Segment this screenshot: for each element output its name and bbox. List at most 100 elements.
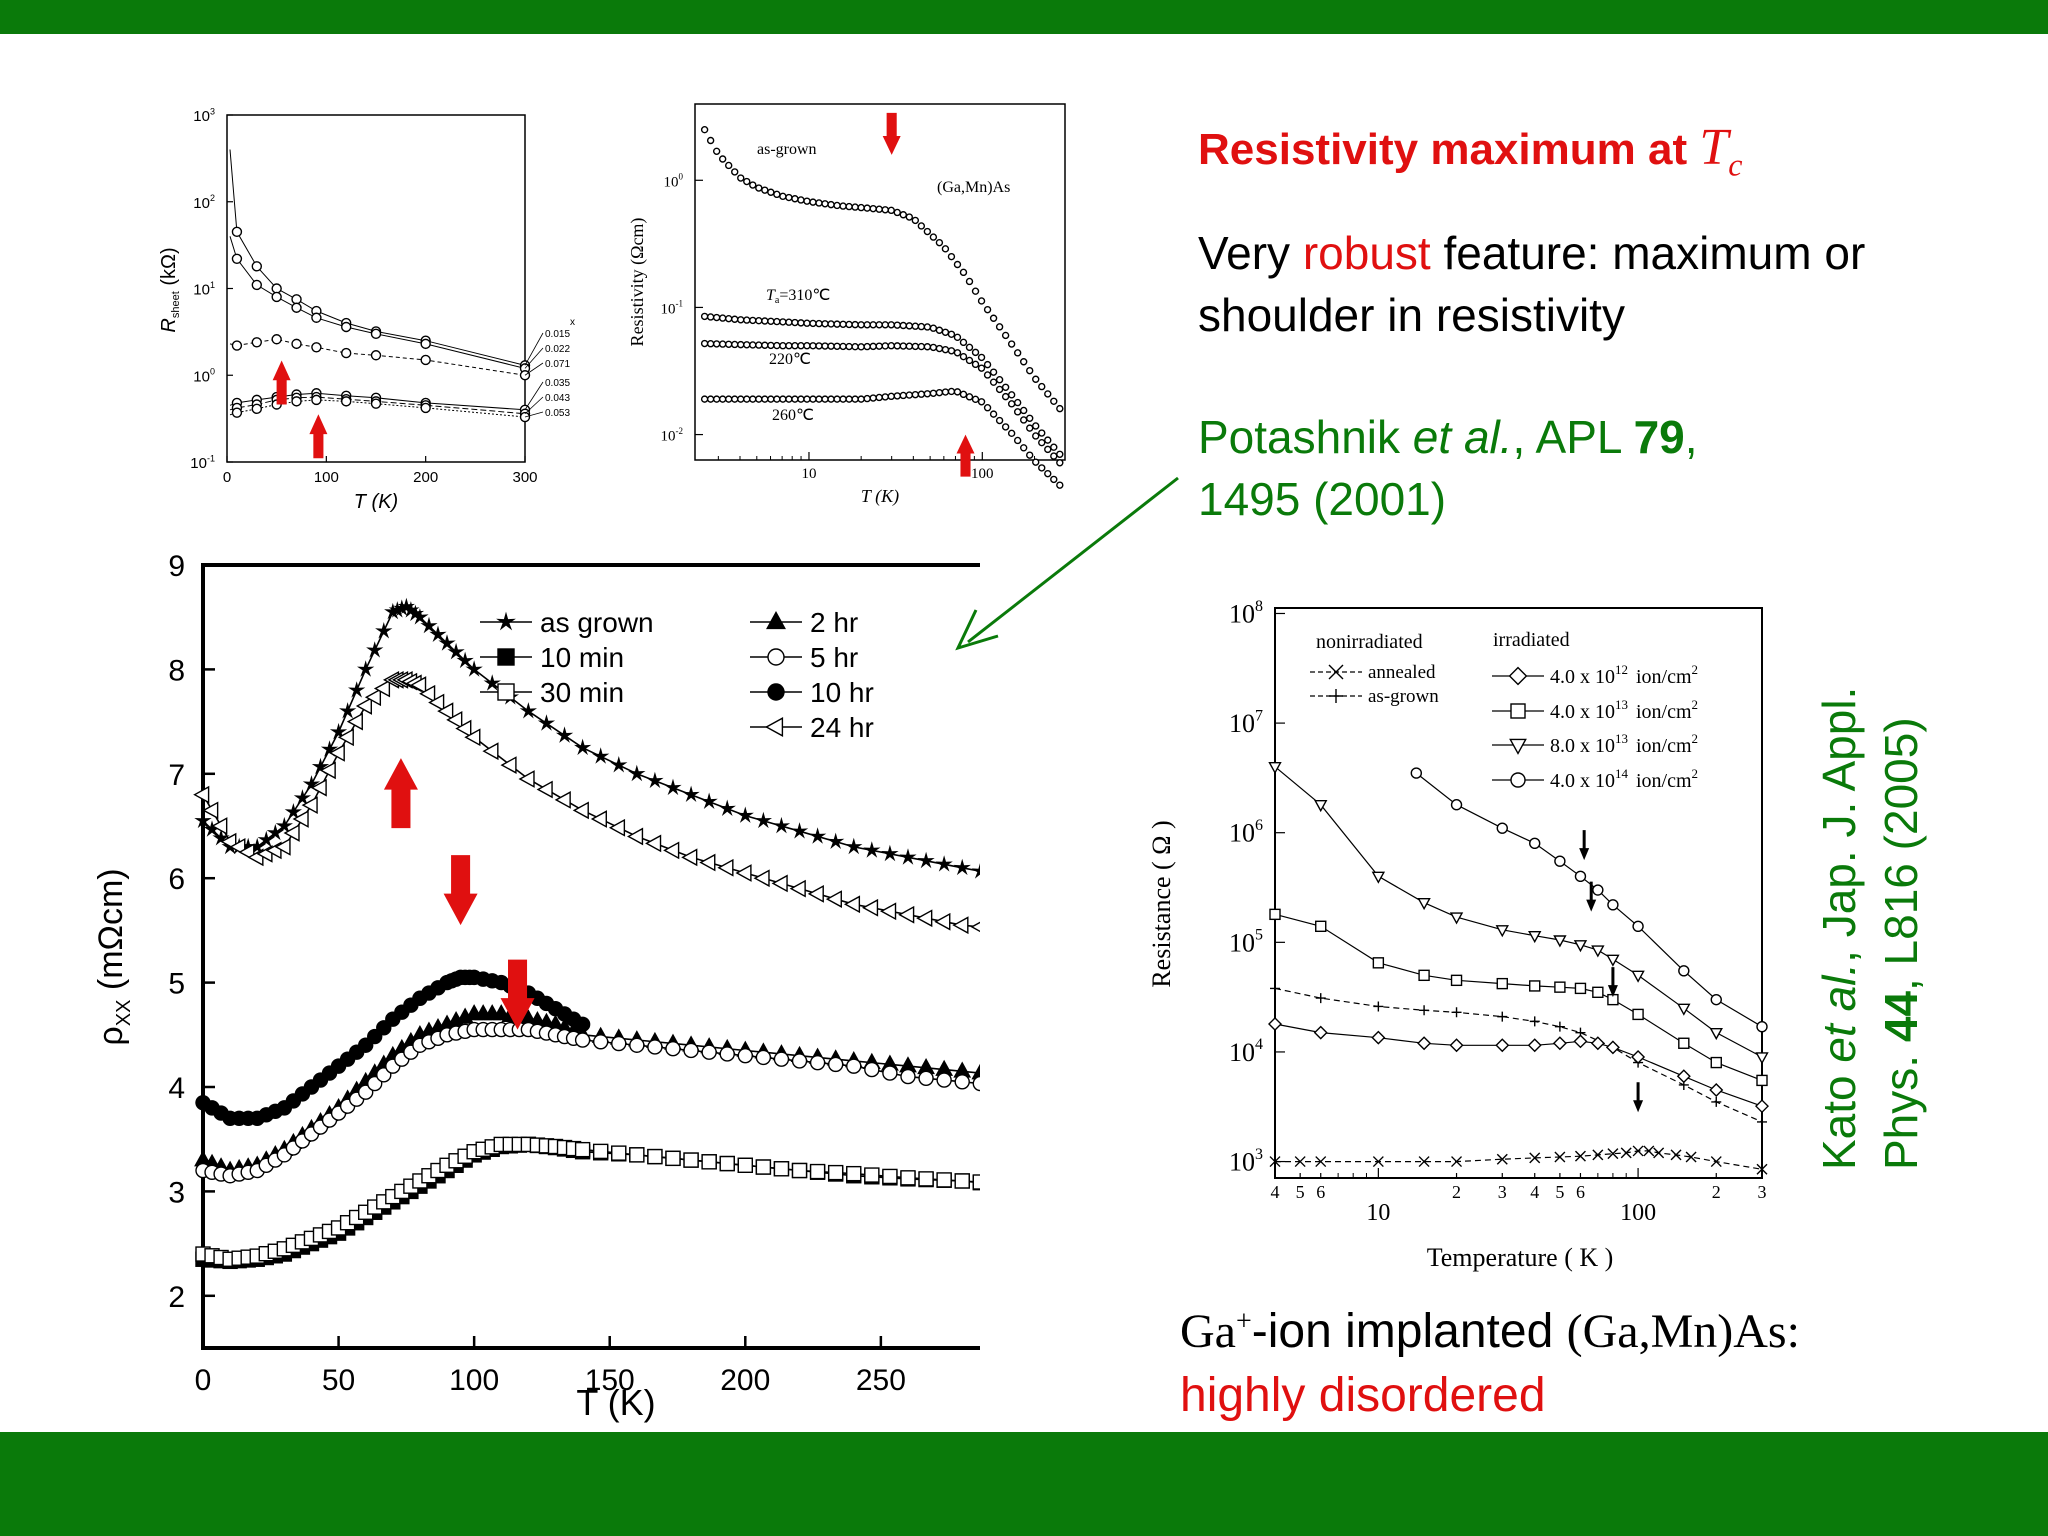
- kato-data-point: [1528, 930, 1542, 944]
- potashnik-data-point: [947, 252, 956, 261]
- potashnik-data-point: [1013, 349, 1022, 357]
- kato-series-line: [1274, 1023, 1763, 1107]
- potashnik-data-point: [827, 342, 835, 350]
- potashnik-data-point: [1032, 375, 1040, 383]
- rhoxx-ytick-label: 2: [168, 1281, 185, 1314]
- potashnik-data-point: [971, 348, 980, 357]
- potashnik-data-point: [887, 392, 895, 401]
- kato-data-point: [1417, 897, 1431, 911]
- potashnik-data-point: [857, 395, 865, 403]
- kato-ytick-label: 106: [1229, 817, 1263, 848]
- potashnik-data-point: [935, 344, 944, 353]
- rsheet-legend-leader: [524, 411, 544, 418]
- potashnik-data-point: [767, 317, 775, 325]
- rhoxx-legend-marker: [767, 648, 785, 666]
- potashnik-data-point: [827, 395, 835, 403]
- rhoxx-data-point: [918, 1171, 934, 1187]
- kato-data-point: [1710, 993, 1722, 1006]
- rhoxx-data-point: [936, 1172, 952, 1188]
- rhoxx-ylabel: ρXX (mΩcm): [92, 868, 135, 1045]
- potashnik-data-point: [1013, 398, 1022, 407]
- potashnik-data-point: [911, 342, 920, 351]
- rsheet-series-line: [229, 236, 526, 369]
- kato-data-point: [1757, 1116, 1767, 1127]
- rhoxx-data-point: [266, 823, 284, 841]
- potashnik-data-point: [755, 341, 763, 349]
- rhoxx-data-point: [355, 697, 372, 715]
- robust-word: robust: [1302, 227, 1431, 279]
- rhoxx-red-arrow: [443, 855, 478, 926]
- potashnik-data-point: [941, 328, 950, 336]
- potashnik-data-point: [917, 342, 926, 351]
- rhoxx-data-point: [203, 820, 221, 837]
- potashnik-data-point: [845, 395, 853, 403]
- rsheet-data-point: [340, 396, 352, 407]
- rhoxx-data-point: [789, 879, 806, 898]
- kato-series-line: [1415, 772, 1763, 1028]
- potashnik-data-point: [893, 321, 901, 329]
- rhoxx-data-point: [275, 816, 293, 834]
- rhoxx-legend-label: as grown: [540, 607, 654, 638]
- potashnik-ta-symbol: T: [766, 287, 776, 304]
- potashnik-data-point: [917, 390, 926, 398]
- rhoxx-data-point: [971, 1063, 980, 1080]
- potashnik-data-point: [749, 181, 757, 189]
- potashnik-data-point: [1056, 404, 1064, 413]
- potashnik-data-point: [749, 316, 757, 325]
- potashnik-data-point: [737, 316, 745, 324]
- rhoxx-data-point: [700, 792, 718, 809]
- robust-post: feature: maximum or shoulder in resistiv…: [1198, 227, 1866, 341]
- potashnik-data-point: [941, 245, 950, 253]
- rhoxx-data-point: [483, 674, 501, 691]
- potashnik-data-point: [983, 360, 992, 369]
- potashnik-data-point: [881, 393, 889, 401]
- potashnik-data-point: [923, 390, 932, 398]
- rhoxx-data-point: [397, 597, 415, 615]
- rsheet-data-point: [251, 403, 263, 415]
- potashnik-data-point: [899, 342, 907, 350]
- potashnik-data-point: [911, 390, 920, 399]
- potashnik-data-point: [1007, 429, 1016, 438]
- rhoxx-data-point: [482, 742, 499, 761]
- rhoxx-red-arrow: [500, 959, 535, 1030]
- kato-data-point: [1270, 983, 1280, 994]
- potashnik-data-point: [887, 321, 895, 329]
- kato-series-line: [1275, 1150, 1763, 1170]
- potashnik-data-point: [779, 395, 787, 403]
- potashnik-data-point: [785, 318, 793, 326]
- rhoxx-series-line: [202, 605, 980, 873]
- rhoxx-data-point: [420, 616, 438, 634]
- rhoxx-data-point: [845, 837, 863, 855]
- rsheet-legend-leader: [524, 332, 544, 366]
- rhoxx-data-point: [971, 863, 980, 879]
- rhoxx-data-point: [292, 810, 309, 828]
- kato-data-point: [1756, 1074, 1768, 1087]
- potashnik-data-point: [827, 320, 835, 328]
- rhoxx-data-point: [916, 909, 933, 928]
- potashnik-data-point: [989, 410, 998, 418]
- potashnik-data-point: [839, 202, 847, 210]
- rhoxx-data-point: [646, 771, 664, 789]
- kato-data-point: [1756, 1163, 1768, 1175]
- rhoxx-ytick-label: 7: [168, 759, 185, 792]
- kato-data-point: [1527, 1038, 1542, 1053]
- rhoxx-data-point: [629, 1037, 645, 1053]
- kato-data-point: [1755, 1099, 1769, 1114]
- potashnik-data-point: [977, 398, 986, 406]
- rsheet-legend-leader: [524, 381, 544, 410]
- potashnik-data-point: [923, 343, 932, 351]
- kato-xtick-label: 4: [1271, 1182, 1280, 1202]
- rhoxx-xtick-label: 150: [585, 1364, 635, 1397]
- rhoxx-legend-marker: [497, 683, 515, 701]
- rhoxx-data-point: [608, 818, 626, 837]
- kato-data-point: [1607, 1148, 1619, 1160]
- rsheet-data-point: [370, 398, 382, 409]
- rsheet-data-point: [420, 338, 431, 350]
- rhoxx-data-point: [754, 811, 772, 829]
- rsheet-series-line: [229, 149, 526, 366]
- potashnik-data-point: [1032, 458, 1040, 466]
- potashnik-data-point: [815, 319, 823, 328]
- rhoxx-xtick-label: 100: [449, 1364, 499, 1397]
- rsheet-legend-title: x: [570, 317, 575, 328]
- rsheet-legend-label: 0.035: [545, 378, 570, 389]
